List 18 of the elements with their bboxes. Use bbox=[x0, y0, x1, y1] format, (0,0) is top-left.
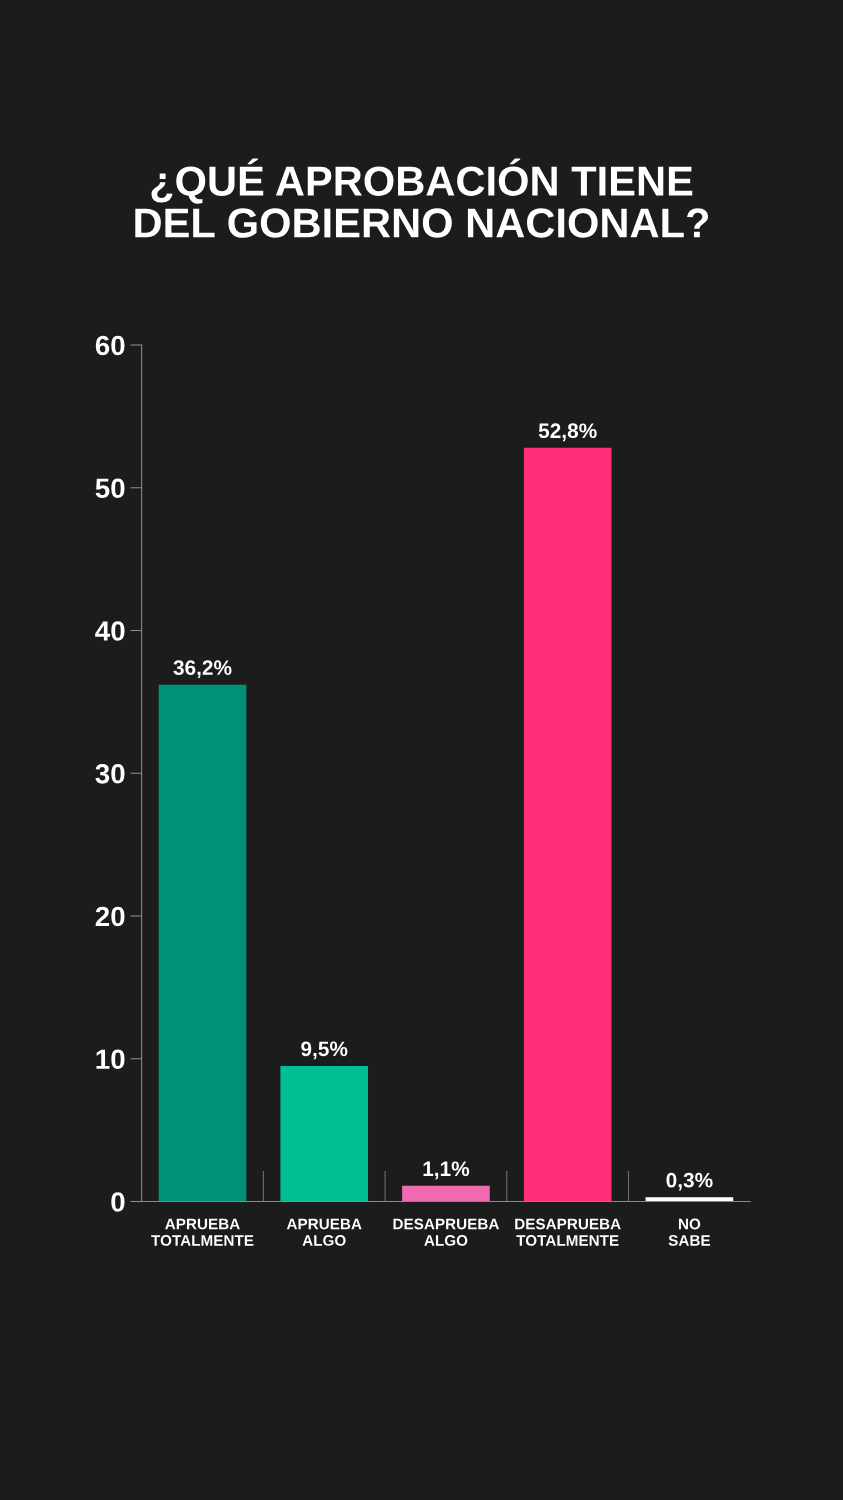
data-label: 1,1% bbox=[423, 1161, 470, 1180]
data-label: 0,3% bbox=[666, 1172, 713, 1191]
y-tick-label: 60 bbox=[95, 335, 125, 356]
y-tick-label: 10 bbox=[96, 1049, 125, 1070]
y-tick-label: 20 bbox=[95, 906, 125, 927]
data-label: 36,2% bbox=[173, 660, 232, 679]
y-tick-label: 50 bbox=[95, 478, 125, 499]
x-tick-label: APRUEBA TOTALMENTE bbox=[151, 1218, 254, 1246]
y-tick-label: 30 bbox=[95, 763, 125, 784]
y-tick-label: 40 bbox=[95, 621, 125, 641]
data-label: 9,5% bbox=[301, 1041, 348, 1060]
y-tick-label: 0 bbox=[111, 1192, 125, 1212]
x-tick-label: APRUEBA ALGO bbox=[286, 1218, 362, 1246]
x-tick-label: DESAPRUEBA ALGO bbox=[393, 1218, 500, 1246]
x-tick-label: DESAPRUEBA TOTALMENTE bbox=[515, 1218, 621, 1246]
chart-title: ¿QUÉ APROBACIÓN TIENE DEL GOBIERNO NACIONAL? bbox=[135, 158, 709, 238]
data-label: 52,8% bbox=[538, 423, 597, 442]
x-tick-label: NO SABE bbox=[668, 1218, 711, 1246]
